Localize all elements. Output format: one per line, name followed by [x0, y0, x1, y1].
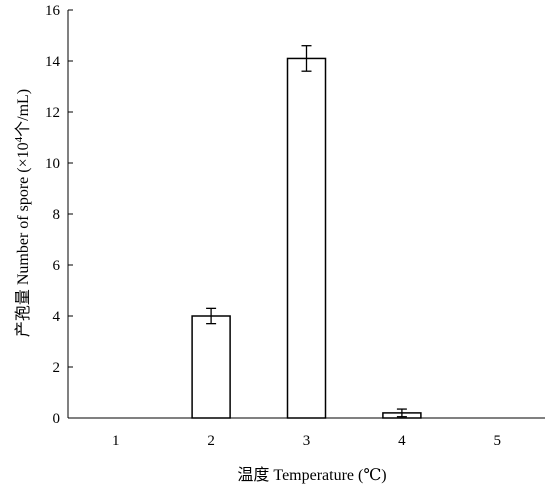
x-tick-label: 3 — [303, 433, 311, 449]
y-tick-label: 12 — [45, 105, 60, 121]
error-bars-layer — [206, 45, 407, 418]
y-tick-label: 0 — [53, 411, 61, 427]
x-tick-label: 4 — [398, 433, 406, 449]
x-tick-label: 2 — [207, 433, 215, 449]
bar-3 — [286, 57, 327, 419]
x-tick-label: 1 — [112, 433, 120, 449]
x-tick-label: 5 — [494, 433, 502, 449]
bar-2 — [191, 315, 231, 419]
y-tick-label: 8 — [53, 207, 61, 223]
y-axis-title-suffix: 个/mL) — [14, 89, 32, 137]
y-tick-label: 6 — [53, 258, 61, 274]
y-tick-label: 16 — [45, 3, 61, 19]
y-tick-label: 2 — [53, 360, 61, 376]
x-ticks-layer: 1 2 3 4 5 — [112, 433, 501, 449]
y-axis-title-prefix: 产孢量 Number of spore (×10 — [14, 142, 32, 337]
x-axis-title: 温度 Temperature (℃) — [237, 466, 386, 484]
y-axis-title-exponent: 4 — [13, 136, 25, 142]
y-tick-label: 10 — [45, 156, 60, 172]
y-axis-title: 产孢量 Number of spore (×104个/mL) — [13, 89, 32, 337]
y-tick-label: 4 — [53, 309, 61, 325]
y-ticks-layer: 0 2 4 6 8 10 12 14 16 — [45, 3, 73, 427]
bars-layer — [191, 57, 422, 419]
y-tick-label: 14 — [45, 54, 61, 70]
